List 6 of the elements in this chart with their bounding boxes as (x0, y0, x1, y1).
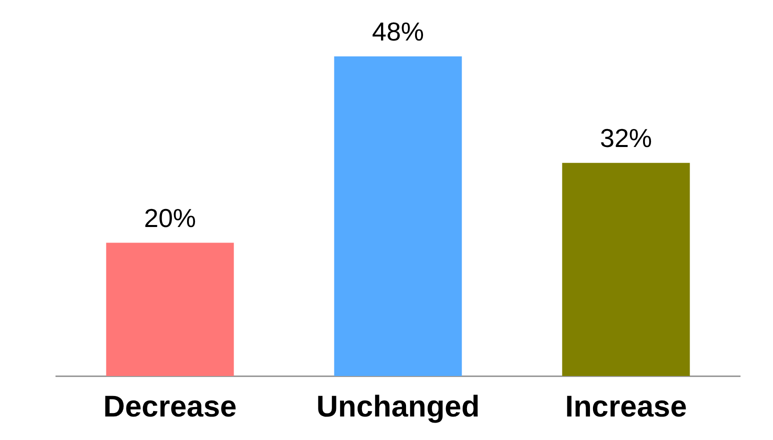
x-tick-label: Increase (565, 390, 687, 424)
data-label: 32% (600, 123, 652, 154)
x-tick-label: Decrease (103, 390, 237, 424)
data-label: 48% (372, 16, 424, 46)
data-label: 20% (144, 202, 196, 233)
x-tick-label: Unchanged (316, 390, 480, 424)
